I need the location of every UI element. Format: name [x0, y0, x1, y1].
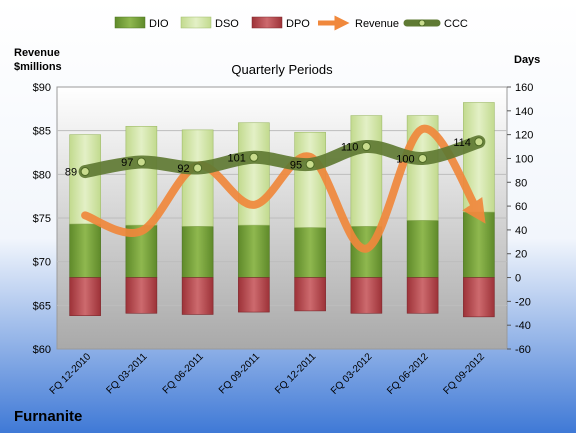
right-axis-label: Days — [514, 54, 540, 66]
bar-dio — [294, 227, 326, 278]
bar-dpo — [238, 277, 270, 313]
bar-dpo — [294, 277, 326, 312]
right-axis-tick-label: 120 — [515, 130, 533, 142]
left-axis-tick-label: $65 — [33, 300, 51, 312]
ccc-data-label: 92 — [177, 163, 189, 175]
ccc-data-label: 110 — [341, 142, 359, 154]
ccc-point — [136, 157, 146, 167]
legend-swatch-dio — [114, 16, 146, 29]
chart-title: Quarterly Periods — [231, 62, 333, 77]
ccc-data-label: 101 — [228, 152, 246, 164]
legend-swatch-dpo — [251, 16, 283, 29]
left-axis-tick-label: $70 — [33, 257, 51, 269]
legend-swatch-dso — [180, 16, 212, 29]
bar-dso — [350, 115, 383, 227]
ccc-point — [249, 152, 259, 162]
bar-dpo — [350, 277, 383, 314]
bar-dio — [69, 223, 101, 278]
ccc-data-label: 95 — [290, 159, 302, 171]
ccc-point — [474, 137, 484, 147]
bar-dpo — [463, 277, 495, 318]
left-axis-tick-label: $75 — [33, 213, 51, 225]
right-axis-tick-label: 100 — [515, 153, 533, 165]
ccc-data-label: 97 — [121, 157, 133, 169]
ccc-point — [305, 159, 315, 169]
bar-dso — [294, 131, 326, 228]
left-axis-tick-label: $80 — [33, 169, 51, 181]
right-axis-tick-label: 20 — [515, 249, 527, 261]
ccc-point — [193, 163, 203, 173]
left-axis-tick-label: $60 — [33, 344, 51, 356]
right-axis-tick-label: 60 — [515, 201, 527, 213]
right-axis-tick-label: -60 — [515, 344, 531, 356]
legend-label-revenue: Revenue — [355, 18, 399, 30]
left-axis-label-line1: Revenue — [14, 47, 60, 59]
bar-dpo — [69, 277, 101, 316]
right-axis-tick-label: -40 — [515, 320, 531, 332]
legend-label-dso: DSO — [215, 18, 239, 30]
right-axis-tick-label: 160 — [515, 82, 533, 94]
ccc-data-label: 114 — [453, 137, 471, 149]
bar-dpo — [181, 277, 214, 315]
ccc-line — [78, 135, 486, 179]
bar-dio — [238, 224, 270, 278]
ccc-point — [80, 167, 90, 177]
right-axis-tick-label: 80 — [515, 177, 527, 189]
bar-dpo — [125, 277, 158, 314]
bar-dpo — [406, 277, 439, 314]
bars — [69, 102, 495, 318]
right-axis-tick-label: 40 — [515, 225, 527, 237]
bar-dio — [406, 220, 439, 278]
ccc-data-label: 89 — [65, 167, 77, 179]
ccc-point — [361, 142, 371, 152]
lines: 89 97 92 101 95 110 100 114 — [65, 124, 486, 253]
legend-swatch-ccc-marker — [418, 19, 426, 27]
ccc-point — [418, 153, 428, 163]
right-axis-tick-label: -20 — [515, 296, 531, 308]
left-axis-tick-label: $85 — [33, 126, 51, 138]
legend-label-dio: DIO — [149, 18, 169, 30]
legend: DIO DSO DPO Revenue CCC — [114, 15, 468, 31]
left-axis-tick-label: $90 — [33, 82, 51, 94]
bar-dio — [463, 211, 495, 278]
bar-dso — [238, 122, 270, 226]
legend-label-ccc: CCC — [444, 18, 468, 30]
right-axis-tick-label: 140 — [515, 106, 533, 118]
bar-dso — [69, 134, 101, 225]
revenue-line — [81, 124, 486, 253]
company-name: Furnanite — [14, 408, 82, 425]
bar-dso — [125, 126, 158, 226]
legend-label-dpo: DPO — [286, 18, 310, 30]
right-axis-tick-label: 0 — [515, 273, 521, 285]
ccc-data-label: 100 — [396, 153, 414, 165]
left-axis-label-line2: $millions — [14, 61, 62, 73]
bar-dio — [181, 226, 214, 278]
